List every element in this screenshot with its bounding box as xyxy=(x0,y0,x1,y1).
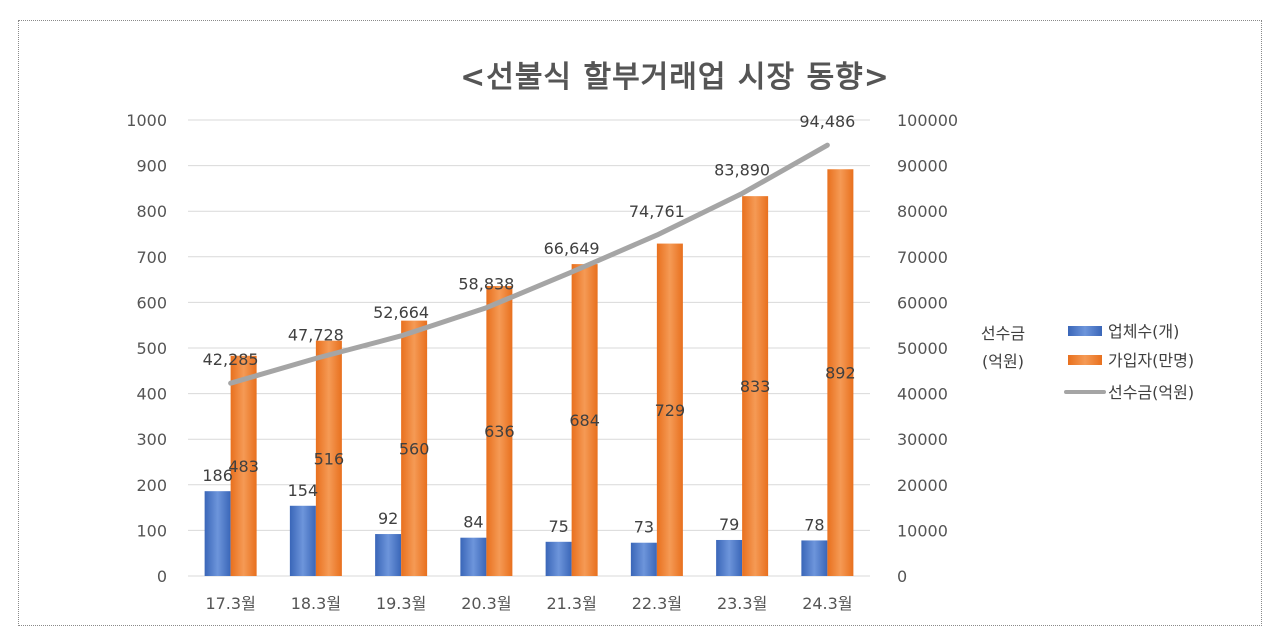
bar-companies xyxy=(630,542,657,576)
data-label-prepayment: 83,890 xyxy=(714,160,770,179)
y-tick-label: 900 xyxy=(136,157,167,176)
legend: 선수금 (억원) 업체수(개) 가입자(만명) 선수금(억원) xyxy=(981,322,1194,402)
bar-companies xyxy=(289,505,316,576)
data-label-prepayment: 47,728 xyxy=(288,325,344,344)
bar-members xyxy=(656,243,683,577)
y2-tick-label: 0 xyxy=(897,567,907,586)
legend-note-line2: (억원) xyxy=(982,352,1024,371)
y2-tick-label: 10000 xyxy=(897,521,948,540)
data-label-companies: 186 xyxy=(202,466,233,485)
y-tick-label: 200 xyxy=(136,476,167,495)
bar-members xyxy=(401,320,428,576)
data-label-members: 636 xyxy=(484,422,515,441)
legend-label-members: 가입자(만명) xyxy=(1108,351,1194,370)
legend-swatch-companies xyxy=(1068,326,1102,336)
x-tick-label: 17.3월 xyxy=(205,594,255,613)
x-tick-label: 19.3월 xyxy=(376,594,426,613)
x-tick-label: 24.3월 xyxy=(802,594,852,613)
data-label-companies: 84 xyxy=(463,513,483,532)
x-tick-label: 23.3월 xyxy=(717,594,767,613)
line-series xyxy=(228,142,830,386)
data-label-prepayment: 52,664 xyxy=(373,303,429,322)
left-axis-ticks: 0 100 200 300 400 500 600 700 800 900 1000 xyxy=(126,111,167,586)
data-label-prepayment: 74,761 xyxy=(629,202,685,221)
y-tick-label: 600 xyxy=(136,293,167,312)
data-label-prepayment: 42,285 xyxy=(203,350,259,369)
data-label-members: 560 xyxy=(399,439,430,458)
chart-frame xyxy=(18,20,1262,626)
y2-tick-label: 80000 xyxy=(897,202,948,221)
data-label-companies: 73 xyxy=(634,518,654,537)
data-label-prepayment: 94,486 xyxy=(799,112,855,131)
legend-label-companies: 업체수(개) xyxy=(1108,322,1179,341)
y-tick-label: 500 xyxy=(136,339,167,358)
y-tick-label: 400 xyxy=(136,385,167,404)
y2-tick-label: 30000 xyxy=(897,430,948,449)
bar-companies xyxy=(375,534,402,576)
data-label-prepayment: 58,838 xyxy=(458,275,514,294)
line-prepayment xyxy=(228,142,830,386)
x-tick-label: 22.3월 xyxy=(632,594,682,613)
bar-members xyxy=(486,285,513,576)
data-label-companies: 78 xyxy=(804,515,824,534)
legend-swatch-members xyxy=(1068,355,1102,365)
data-label-members: 833 xyxy=(740,377,771,396)
bar-companies xyxy=(545,541,572,576)
chart-title: <선불식 할부거래업 시장 동향> xyxy=(460,60,890,95)
y2-tick-label: 100000 xyxy=(897,111,958,130)
legend-label-prepayment: 선수금(억원) xyxy=(1108,383,1194,402)
bar-companies xyxy=(801,540,828,576)
y-tick-label: 1000 xyxy=(126,111,167,130)
y2-tick-label: 70000 xyxy=(897,248,948,267)
x-tick-label: 21.3월 xyxy=(546,594,596,613)
data-label-members: 684 xyxy=(569,411,600,430)
data-label-companies: 92 xyxy=(378,509,398,528)
y-tick-label: 700 xyxy=(136,248,167,267)
data-label-companies: 79 xyxy=(719,515,739,534)
y2-tick-label: 90000 xyxy=(897,157,948,176)
y-tick-label: 0 xyxy=(157,567,167,586)
x-tick-label: 18.3월 xyxy=(291,594,341,613)
data-label-companies: 75 xyxy=(548,517,568,536)
y-tick-label: 300 xyxy=(136,430,167,449)
y2-tick-label: 60000 xyxy=(897,293,948,312)
y2-tick-label: 50000 xyxy=(897,339,948,358)
data-label-members: 729 xyxy=(655,401,686,420)
x-axis-ticks: 17.3월 18.3월 19.3월 20.3월 21.3월 22.3월 23.3월 24.3월 xyxy=(205,594,852,613)
y2-tick-label: 20000 xyxy=(897,476,948,495)
legend-note-line1: 선수금 xyxy=(981,324,1025,343)
data-label-companies: 154 xyxy=(288,481,319,500)
x-tick-label: 20.3월 xyxy=(461,594,511,613)
bar-companies xyxy=(204,491,231,576)
bar-members xyxy=(315,340,342,576)
bar-members xyxy=(742,196,769,577)
bar-members xyxy=(571,264,598,576)
bar-members xyxy=(230,355,257,576)
y-tick-label: 100 xyxy=(136,521,167,540)
data-label-prepayment: 66,649 xyxy=(544,239,600,258)
bar-members xyxy=(827,169,854,577)
right-axis-ticks: 0 10000 20000 30000 40000 50000 60000 70000 8000… xyxy=(897,111,958,586)
data-label-members: 892 xyxy=(825,364,856,383)
y2-tick-label: 40000 xyxy=(897,385,948,404)
bar-companies xyxy=(716,539,743,576)
bar-companies xyxy=(460,537,487,576)
data-label-members: 483 xyxy=(228,457,259,476)
data-label-members: 516 xyxy=(314,449,345,468)
bars xyxy=(204,169,854,577)
y-tick-label: 800 xyxy=(136,202,167,221)
